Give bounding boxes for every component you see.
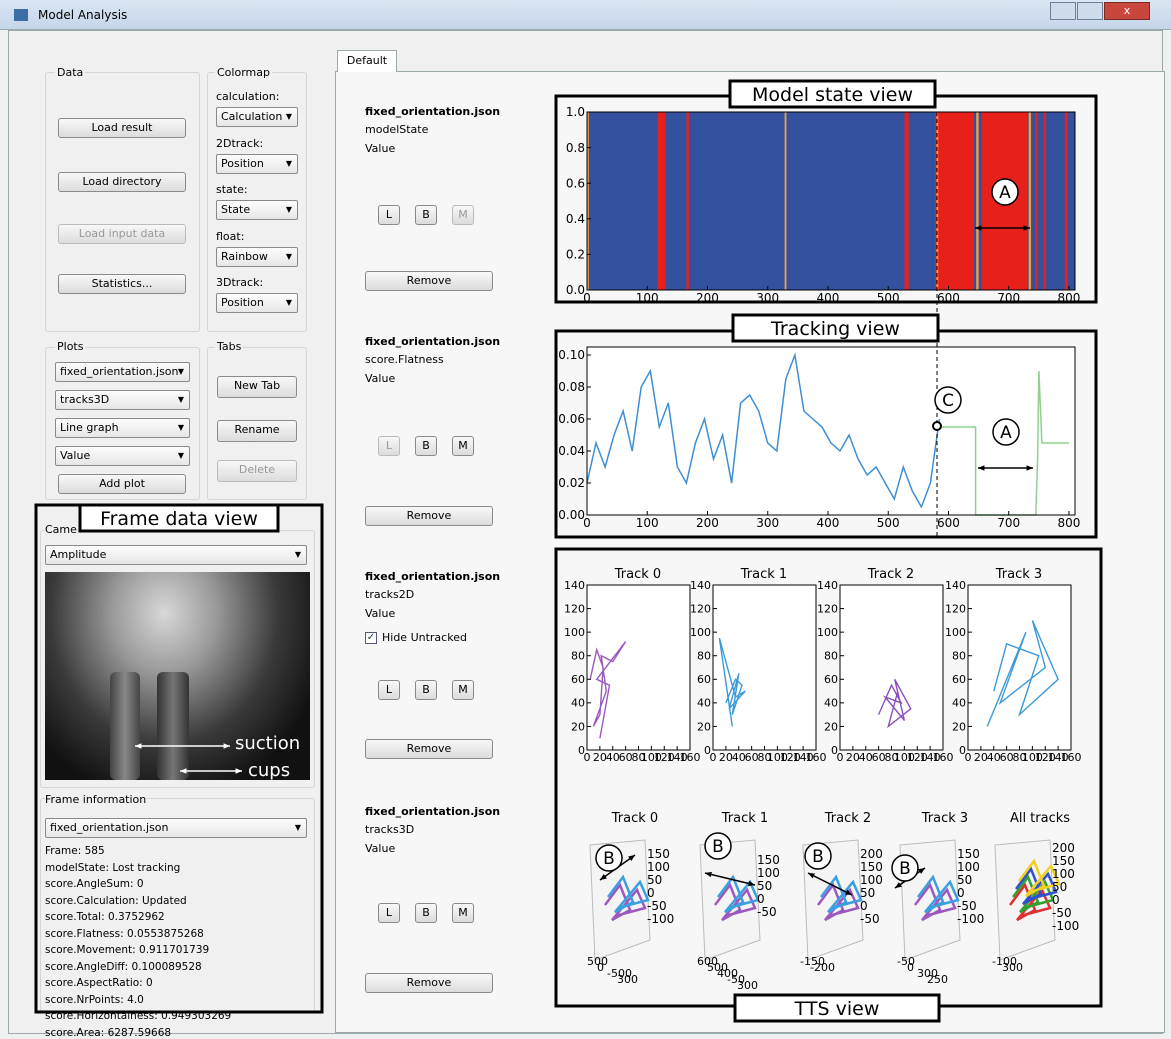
plot-file: fixed_orientation.json <box>365 105 500 118</box>
remove-button[interactable]: Remove <box>365 271 493 291</box>
toggle-button[interactable]: B <box>415 903 437 923</box>
info-line: score.Total: 0.3752962 <box>45 911 165 923</box>
combo[interactable]: Value <box>55 446 190 466</box>
group-title: Colormap <box>215 66 272 79</box>
info-line: score.AngleDiff: 0.100089528 <box>45 961 202 973</box>
plot-file: fixed_orientation.json <box>365 335 500 348</box>
plot-field: score.Flatness <box>365 353 444 366</box>
combo[interactable]: Line graph <box>55 418 190 438</box>
app-icon <box>14 9 28 21</box>
combo[interactable]: Amplitude <box>45 545 307 565</box>
info-line: score.NrPoints: 4.0 <box>45 994 144 1006</box>
plot-mode: Value <box>365 142 395 155</box>
plot-mode: Value <box>365 607 395 620</box>
button[interactable]: Add plot <box>58 474 186 494</box>
button[interactable]: Statistics... <box>58 274 186 294</box>
button[interactable]: Load input data <box>58 224 186 244</box>
combo[interactable]: fixed_orientation.json <box>45 818 307 838</box>
plot-mode: Value <box>365 372 395 385</box>
checkbox[interactable]: ✓ <box>365 632 377 644</box>
group-title: Frame information <box>45 793 146 806</box>
remove-button[interactable]: Remove <box>365 506 493 526</box>
button[interactable]: New Tab <box>217 376 297 398</box>
title-bar <box>0 0 1171 30</box>
window: Model Analysis x Data Load result Load dir… <box>0 0 1171 1039</box>
plot-file: fixed_orientation.json <box>365 570 500 583</box>
checkbox-label: Hide Untracked <box>382 631 467 644</box>
plot-field: tracks2D <box>365 588 414 601</box>
combo-label: calculation: <box>216 90 279 103</box>
combo[interactable]: fixed_orientation.json <box>55 362 190 382</box>
combo[interactable]: Calculation <box>216 107 298 127</box>
combo[interactable]: Position <box>216 293 298 313</box>
plot-field: modelState <box>365 123 428 136</box>
toggle-button[interactable]: L <box>378 680 400 700</box>
annotation-text: suction <box>235 733 300 754</box>
maximize-button[interactable] <box>1077 2 1103 20</box>
plot-mode: Value <box>365 842 395 855</box>
window-title: Model Analysis <box>38 8 127 22</box>
combo-label: float: <box>216 230 244 243</box>
group-title: Tabs <box>215 340 243 353</box>
toggle-button[interactable]: M <box>452 903 474 923</box>
info-line: score.Calculation: Updated <box>45 895 187 907</box>
combo[interactable]: State <box>216 200 298 220</box>
toggle-button[interactable]: L <box>378 436 400 456</box>
combo[interactable]: tracks3D <box>55 390 190 410</box>
button[interactable]: Load result <box>58 118 186 138</box>
toggle-button[interactable]: B <box>415 205 437 225</box>
toggle-button[interactable]: B <box>415 436 437 456</box>
group-title: Plots <box>55 340 85 353</box>
info-line: score.Horizontalness: 0.949303269 <box>45 1010 231 1022</box>
toggle-button[interactable]: B <box>415 680 437 700</box>
info-line: score.Flatness: 0.0553875268 <box>45 928 204 940</box>
toggle-button[interactable]: M <box>452 680 474 700</box>
minimize-button[interactable] <box>1050 2 1076 20</box>
group-title: Data <box>55 66 85 79</box>
info-line: score.Movement: 0.911701739 <box>45 944 209 956</box>
remove-button[interactable]: Remove <box>365 739 493 759</box>
info-line: score.AspectRatio: 0 <box>45 977 153 989</box>
combo-label: state: <box>216 183 248 196</box>
plot-file: fixed_orientation.json <box>365 805 500 818</box>
button[interactable]: Delete <box>217 460 297 482</box>
annotation-text: cups <box>248 760 290 781</box>
toggle-button[interactable]: M <box>452 436 474 456</box>
group-title: Came <box>45 523 77 536</box>
info-line: score.Area: 6287.59668 <box>45 1027 171 1039</box>
info-line: modelState: Lost tracking <box>45 862 180 874</box>
info-line: score.AngleSum: 0 <box>45 878 144 890</box>
tab[interactable]: Default <box>337 50 397 72</box>
combo[interactable]: Position <box>216 154 298 174</box>
combo[interactable]: Rainbow <box>216 247 298 267</box>
toggle-button[interactable]: L <box>378 205 400 225</box>
close-button[interactable]: x <box>1104 2 1150 20</box>
button[interactable]: Load directory <box>58 172 186 192</box>
combo-label: 3Dtrack: <box>216 276 263 289</box>
combo-label: 2Dtrack: <box>216 137 263 150</box>
toggle-button[interactable]: L <box>378 903 400 923</box>
remove-button[interactable]: Remove <box>365 973 493 993</box>
toggle-button[interactable]: M <box>452 205 474 225</box>
plot-field: tracks3D <box>365 823 414 836</box>
button[interactable]: Rename <box>217 420 297 442</box>
info-line: Frame: 585 <box>45 845 105 857</box>
